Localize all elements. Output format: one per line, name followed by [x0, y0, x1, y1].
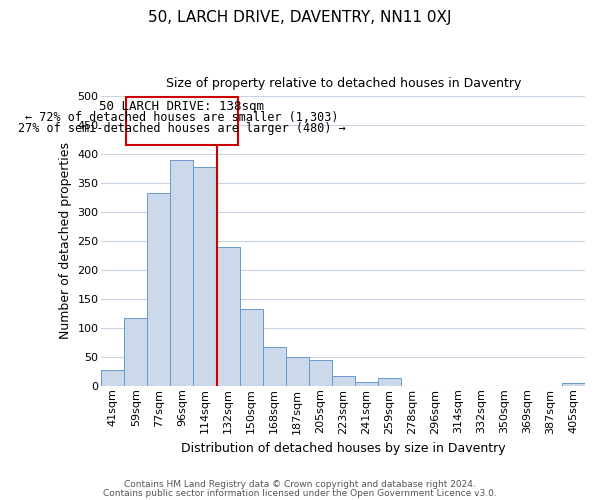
Bar: [562, 383, 585, 386]
Bar: [193, 166, 217, 386]
Bar: [148, 193, 170, 386]
Bar: [170, 160, 193, 386]
Title: Size of property relative to detached houses in Daventry: Size of property relative to detached ho…: [166, 78, 521, 90]
Bar: [239, 308, 263, 386]
Bar: [378, 378, 401, 386]
FancyBboxPatch shape: [125, 97, 238, 145]
Text: 27% of semi-detached houses are larger (480) →: 27% of semi-detached houses are larger (…: [18, 122, 346, 135]
Text: 50 LARCH DRIVE: 138sqm: 50 LARCH DRIVE: 138sqm: [100, 100, 265, 113]
Text: Contains HM Land Registry data © Crown copyright and database right 2024.: Contains HM Land Registry data © Crown c…: [124, 480, 476, 489]
Text: Contains public sector information licensed under the Open Government Licence v3: Contains public sector information licen…: [103, 489, 497, 498]
Y-axis label: Number of detached properties: Number of detached properties: [59, 142, 72, 340]
Bar: [263, 347, 286, 386]
Text: 50, LARCH DRIVE, DAVENTRY, NN11 0XJ: 50, LARCH DRIVE, DAVENTRY, NN11 0XJ: [148, 10, 452, 25]
Bar: [286, 357, 308, 386]
Bar: [308, 360, 332, 386]
Text: ← 72% of detached houses are smaller (1,303): ← 72% of detached houses are smaller (1,…: [25, 111, 339, 124]
Bar: [355, 382, 378, 386]
Bar: [101, 370, 124, 386]
Bar: [332, 376, 355, 386]
Bar: [124, 318, 148, 386]
X-axis label: Distribution of detached houses by size in Daventry: Distribution of detached houses by size …: [181, 442, 505, 455]
Bar: [217, 246, 239, 386]
